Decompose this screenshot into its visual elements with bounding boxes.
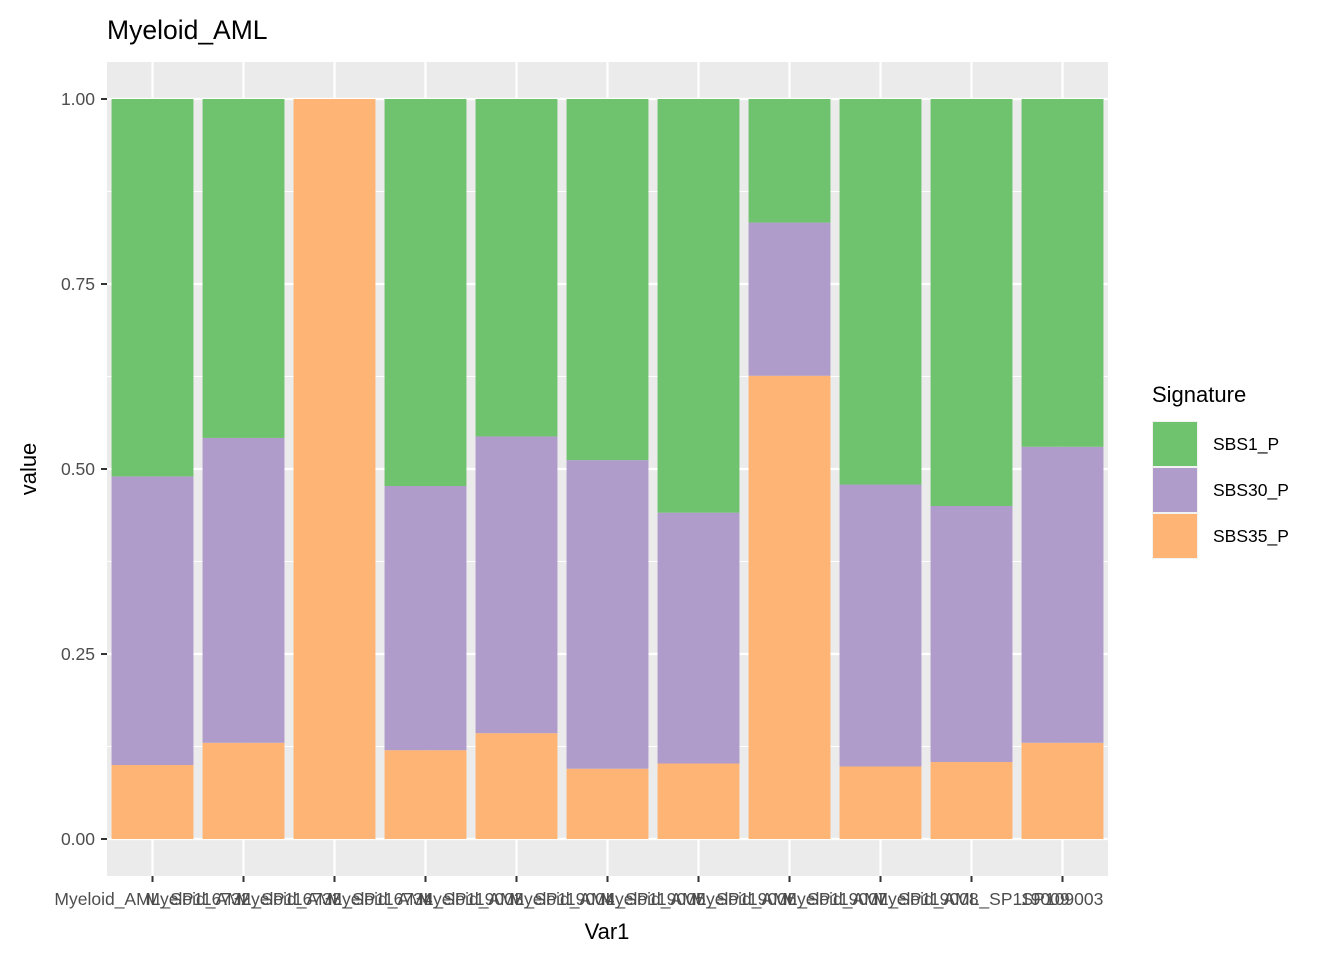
legend-swatch xyxy=(1153,422,1197,466)
bar-segment-sbs35_p xyxy=(384,750,467,839)
bar-segment-sbs1_p xyxy=(657,99,740,513)
y-axis-title: value xyxy=(16,443,41,496)
bar-segment-sbs1_p xyxy=(566,99,649,461)
bar-segment-sbs35_p xyxy=(839,766,922,839)
legend-swatch xyxy=(1153,514,1197,558)
bar-segment-sbs30_p xyxy=(748,222,831,376)
bar-segment-sbs1_p xyxy=(384,99,467,487)
x-tick-label: Myeloid_AML_SP119008 xyxy=(782,889,978,910)
bar-segment-sbs30_p xyxy=(839,484,922,767)
bar-segment-sbs35_p xyxy=(566,768,649,839)
bar-segment-sbs1_p xyxy=(475,99,558,437)
y-tick-label: 0.75 xyxy=(61,274,95,294)
y-axis: 0.00 0.25 0.50 0.75 1.00 xyxy=(61,89,107,849)
bar-segment-sbs35_p xyxy=(111,765,194,839)
legend-title: Signature xyxy=(1152,382,1246,407)
bar-segment-sbs1_p xyxy=(748,99,831,223)
bar-segment-sbs35_p xyxy=(293,99,376,839)
bar-segment-sbs30_p xyxy=(202,437,285,743)
x-tick-label: Myeloid_AML_SP116732 xyxy=(54,889,250,910)
bar-segment-sbs35_p xyxy=(202,742,285,839)
x-tick-label: Myeloid_AML_SP119005 xyxy=(509,889,705,910)
legend-swatch xyxy=(1153,468,1197,512)
legend-label: SBS30_P xyxy=(1213,480,1289,501)
bar-segment-sbs1_p xyxy=(202,99,285,438)
x-tick-label: Myeloid_AML_SP119009 xyxy=(873,889,1069,910)
bar-segment-sbs35_p xyxy=(1021,742,1104,839)
bar-segment-sbs30_p xyxy=(930,506,1013,763)
bar-segment-sbs35_p xyxy=(748,375,831,839)
bar-segment-sbs35_p xyxy=(657,763,740,839)
x-tick-label: Myeloid_AML_SP119007 xyxy=(691,889,887,910)
bars xyxy=(111,99,1104,839)
bar-segment-sbs30_p xyxy=(1021,446,1104,743)
y-tick-label: 0.00 xyxy=(61,829,95,849)
bar-segment-sbs30_p xyxy=(475,436,558,734)
legend-label: SBS1_P xyxy=(1213,434,1279,455)
chart-title: Myeloid_AML xyxy=(107,15,268,45)
x-tick-label: Myeloid_AML_SP119006 xyxy=(600,889,796,910)
legend-item-sbs30_p: SBS30_P xyxy=(1152,467,1289,513)
bar-segment-sbs30_p xyxy=(111,476,194,765)
x-tick-label: Myeloid_AML_SP116733 xyxy=(145,889,341,910)
y-tick-label: 0.25 xyxy=(61,644,95,664)
x-tick-label: Myeloid_AML_SP119003 xyxy=(327,889,523,910)
legend-item-sbs1_p: SBS1_P xyxy=(1152,421,1279,467)
bar-segment-sbs30_p xyxy=(657,512,740,764)
bar-segment-sbs1_p xyxy=(111,99,194,477)
bar-segment-sbs35_p xyxy=(930,762,1013,839)
legend-label: SBS35_P xyxy=(1213,526,1289,547)
bar-segment-sbs1_p xyxy=(839,99,922,485)
x-axis: Myeloid_AML_SP116732Myeloid_AML_SP116733… xyxy=(54,876,1103,910)
y-tick-label: 0.50 xyxy=(61,459,95,479)
bar-segment-sbs1_p xyxy=(930,99,1013,506)
bar-segment-sbs30_p xyxy=(566,460,649,769)
bar-segment-sbs35_p xyxy=(475,733,558,839)
legend-item-sbs35_p: SBS35_P xyxy=(1152,513,1289,559)
bar-segment-sbs30_p xyxy=(384,486,467,751)
y-tick-label: 1.00 xyxy=(61,89,95,109)
x-tick-label: SP109003 xyxy=(1022,889,1104,909)
x-tick-label: Myeloid_AML_SP119004 xyxy=(418,889,614,910)
legend: Signature SBS1_P SBS30_P SBS35_P xyxy=(1152,382,1289,559)
bar-segment-sbs1_p xyxy=(1021,99,1104,447)
x-tick-label: Myeloid_AML_SP116734 xyxy=(236,889,432,910)
x-axis-title: Var1 xyxy=(585,919,630,944)
